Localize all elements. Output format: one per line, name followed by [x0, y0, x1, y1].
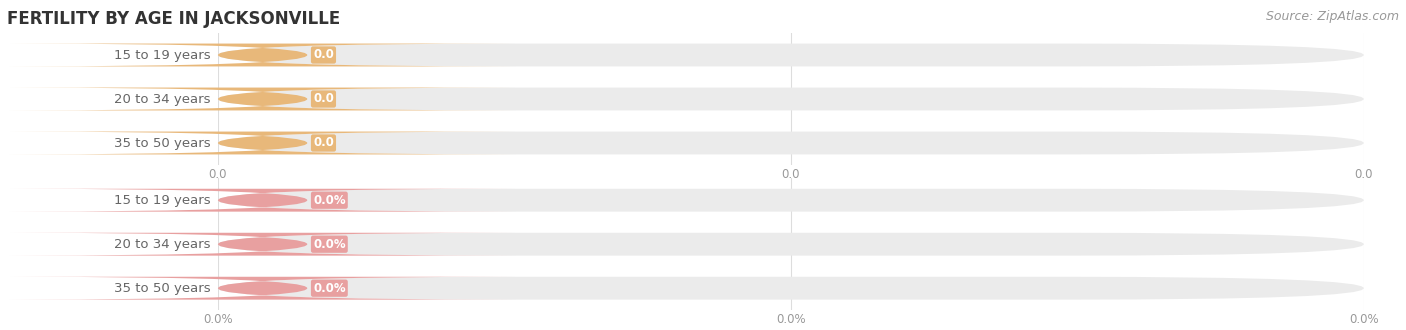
FancyBboxPatch shape [218, 44, 1364, 66]
Text: Source: ZipAtlas.com: Source: ZipAtlas.com [1265, 10, 1399, 23]
Text: 0.0: 0.0 [314, 137, 333, 149]
Text: 15 to 19 years: 15 to 19 years [114, 49, 211, 61]
Text: 0.0%: 0.0% [314, 238, 346, 251]
Text: 0.0: 0.0 [314, 49, 333, 61]
FancyBboxPatch shape [10, 44, 516, 66]
Text: 20 to 34 years: 20 to 34 years [114, 92, 211, 106]
FancyBboxPatch shape [10, 233, 516, 256]
FancyBboxPatch shape [10, 277, 516, 300]
FancyBboxPatch shape [218, 132, 1364, 154]
Text: 35 to 50 years: 35 to 50 years [114, 137, 211, 149]
Text: 15 to 19 years: 15 to 19 years [114, 194, 211, 207]
Text: 20 to 34 years: 20 to 34 years [114, 238, 211, 251]
FancyBboxPatch shape [218, 233, 1364, 256]
Text: 35 to 50 years: 35 to 50 years [114, 282, 211, 295]
FancyBboxPatch shape [218, 277, 1364, 300]
FancyBboxPatch shape [10, 132, 516, 154]
Text: 0.0%: 0.0% [314, 282, 346, 295]
Text: FERTILITY BY AGE IN JACKSONVILLE: FERTILITY BY AGE IN JACKSONVILLE [7, 10, 340, 28]
Text: 0.0: 0.0 [314, 92, 333, 106]
FancyBboxPatch shape [10, 87, 516, 111]
Text: 0.0%: 0.0% [314, 194, 346, 207]
FancyBboxPatch shape [218, 87, 1364, 111]
FancyBboxPatch shape [10, 189, 516, 212]
FancyBboxPatch shape [218, 189, 1364, 212]
